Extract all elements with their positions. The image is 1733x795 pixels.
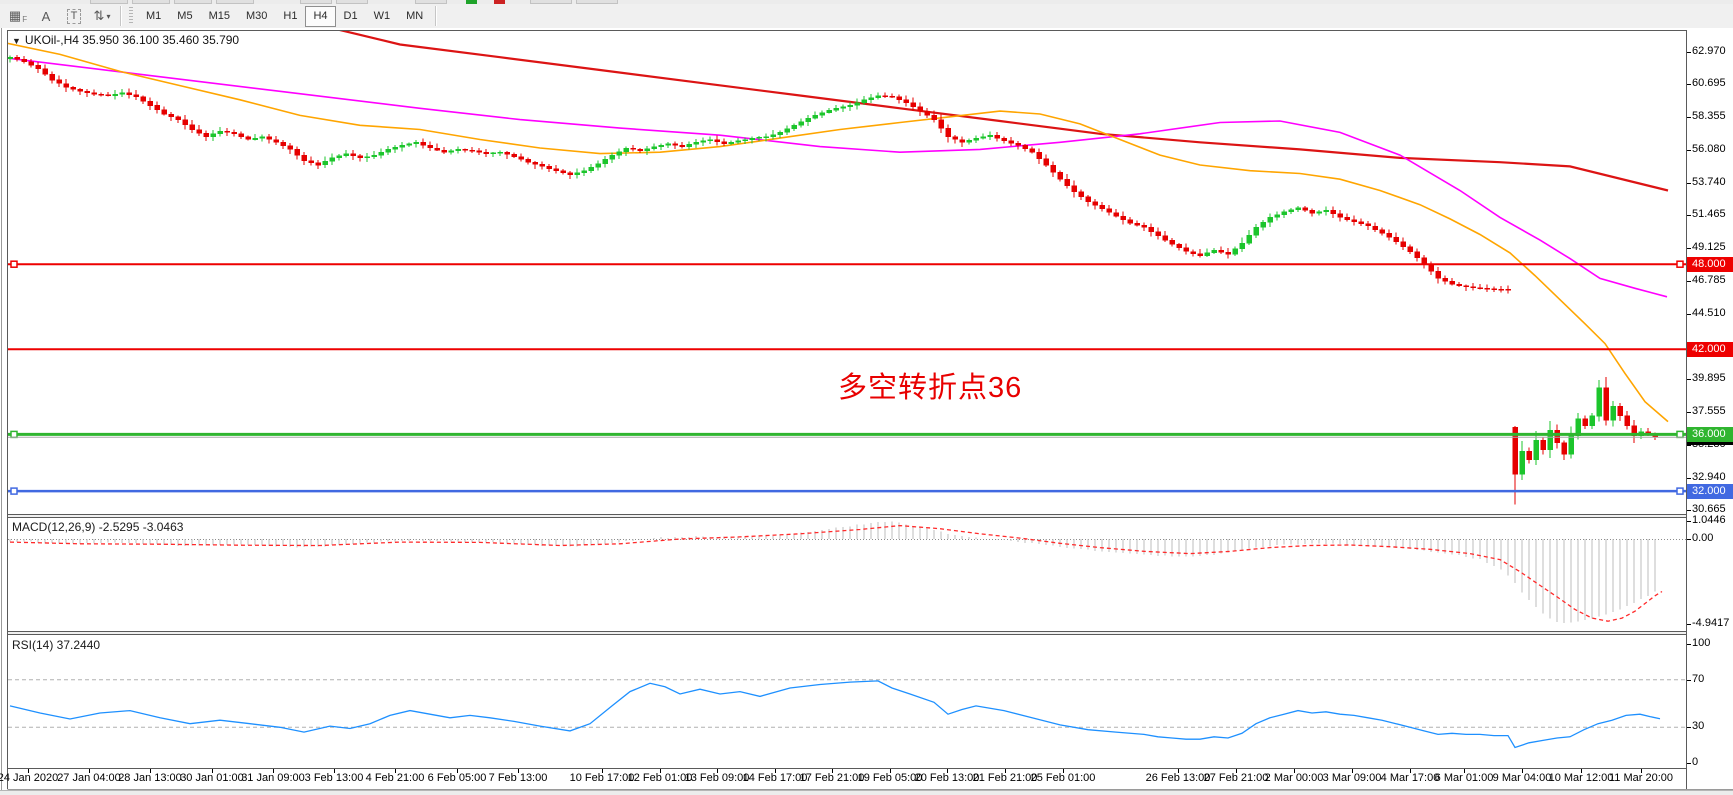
top-strip-fragment bbox=[336, 0, 368, 4]
top-strip-fragment bbox=[90, 0, 128, 4]
timeframe-d1[interactable]: D1 bbox=[343, 9, 358, 22]
timeframe-h4[interactable]: H4 bbox=[305, 5, 336, 27]
top-strip-green-fragment bbox=[466, 0, 477, 4]
symbol-dropdown-icon[interactable]: ▼ bbox=[12, 36, 21, 46]
ma-fast-orange-line[interactable] bbox=[0, 42, 1669, 423]
candlestick-series bbox=[8, 54, 1658, 505]
level-line-handle[interactable] bbox=[1676, 430, 1684, 439]
ohlc-values: 35.950 36.100 35.460 35.790 bbox=[82, 33, 240, 47]
top-strip-fragment bbox=[530, 0, 572, 4]
timeframe-m5[interactable]: M5 bbox=[177, 9, 193, 22]
level-line-handle[interactable] bbox=[10, 430, 18, 439]
chart-background bbox=[0, 28, 1733, 790]
ma-mid-magenta-line[interactable] bbox=[0, 57, 1668, 298]
rsi-indicator-label: RSI(14) 37.2440 bbox=[12, 638, 101, 652]
toolbar-separator bbox=[120, 6, 122, 26]
top-strip-fragment bbox=[132, 0, 170, 4]
timeframe-button-group: M1 M5 M15 M30 H1 H4 D1 W1 MN bbox=[138, 5, 431, 27]
rsi-line bbox=[9, 680, 1661, 749]
level-line-handle[interactable] bbox=[1676, 487, 1684, 495]
macd-histogram bbox=[9, 521, 1656, 624]
level-line-handle[interactable] bbox=[10, 260, 18, 268]
macd-indicator-label: MACD(12,26,9) -2.5295 -3.0463 bbox=[12, 520, 184, 534]
chart-title: ▼ UKOil-,H4 35.950 36.100 35.460 35.790 bbox=[12, 33, 239, 47]
timeframe-m15[interactable]: M15 bbox=[208, 9, 230, 22]
symbol-name: UKOil-,H4 bbox=[24, 33, 79, 47]
toolbar-grip[interactable] bbox=[129, 7, 133, 25]
timeframe-w1[interactable]: W1 bbox=[373, 9, 391, 22]
text-tool-icon[interactable]: T bbox=[61, 5, 87, 27]
top-strip-fragment bbox=[576, 0, 618, 4]
timeframe-h1[interactable]: H1 bbox=[283, 9, 298, 22]
top-strip-fragment bbox=[216, 0, 254, 4]
timeframe-mn[interactable]: MN bbox=[406, 9, 424, 22]
level-line-handle[interactable] bbox=[10, 487, 18, 495]
arrange-icon[interactable]: ⇅ ▾ bbox=[93, 8, 111, 23]
top-strip-fragment bbox=[174, 0, 212, 4]
font-a-icon[interactable]: A bbox=[41, 8, 51, 24]
ma-slow-red-line[interactable] bbox=[300, 20, 1669, 192]
top-strip-fragment bbox=[300, 0, 332, 4]
toolbar-separator bbox=[435, 6, 438, 26]
window-bottom-strip bbox=[0, 790, 1733, 795]
level-line-handle[interactable] bbox=[1676, 260, 1684, 268]
timeframe-m1[interactable]: M1 bbox=[146, 9, 162, 22]
chart-text-annotation[interactable]: 多空转折点36 bbox=[838, 372, 1023, 404]
top-strip-fragment bbox=[415, 0, 447, 4]
timeframe-m30[interactable]: M30 bbox=[245, 9, 268, 22]
toolbar-icon-group: ▦ F A T ⇅ ▾ bbox=[4, 5, 116, 27]
top-strip-red-fragment bbox=[494, 0, 505, 4]
grid-f-icon[interactable]: ▦ F bbox=[8, 8, 28, 24]
toolbar: ▦ F A T ⇅ ▾ M1 M5 M15 M30 H1 H4 D1 W1 MN bbox=[0, 4, 1733, 28]
